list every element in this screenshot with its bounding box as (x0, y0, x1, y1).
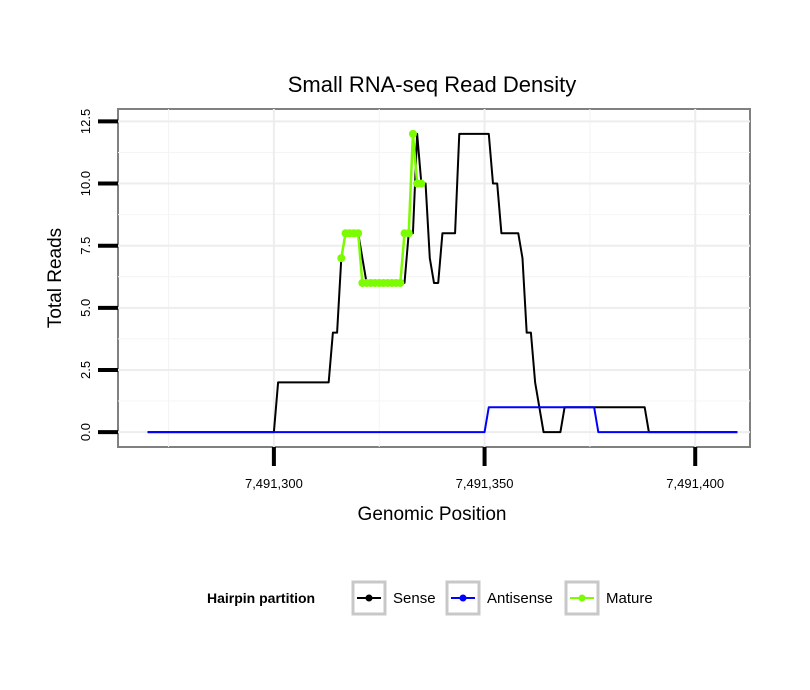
x-axis-title: Genomic Position (358, 504, 507, 525)
x-tick-label: 7,491,400 (666, 476, 724, 491)
mature-segment (356, 233, 364, 284)
mature-segment (411, 133, 419, 184)
y-tick-label: 0.0 (78, 423, 93, 441)
legend-dot-mature (578, 594, 586, 602)
legend: Hairpin partition Sense Antisense Mature (207, 580, 653, 616)
mature-point (404, 229, 413, 238)
y-axis: 0.0 2.5 5.0 7.5 10.0 12.5 (78, 109, 118, 441)
y-tick-label: 10.0 (78, 171, 93, 196)
x-axis: 7,491,300 7,491,350 7,491,400 (245, 447, 724, 491)
mature-point (354, 229, 363, 238)
legend-label-mature: Mature (606, 590, 653, 607)
legend-dot-antisense (459, 594, 467, 602)
chart-title: Small RNA-seq Read Density (288, 72, 577, 97)
series-layer (147, 129, 738, 434)
y-tick-label: 7.5 (78, 237, 93, 255)
legend-label-antisense: Antisense (487, 590, 553, 607)
mature-segment (399, 233, 406, 284)
mature-segment (340, 233, 347, 259)
x-tick-label: 7,491,300 (245, 476, 303, 491)
mature-point (417, 179, 426, 188)
x-tick-label: 7,491,350 (456, 476, 514, 491)
mature-point (396, 278, 405, 287)
y-tick-label: 2.5 (78, 361, 93, 379)
mature-point (337, 254, 346, 263)
antisense-line (147, 406, 738, 434)
legend-dot-sense (365, 594, 373, 602)
plot-area (117, 108, 751, 448)
y-axis-title: Total Reads (45, 228, 66, 328)
legend-entries: Sense Antisense Mature (351, 580, 653, 616)
y-tick-label: 5.0 (78, 299, 93, 317)
y-tick-label: 12.5 (78, 109, 93, 134)
legend-title: Hairpin partition (207, 590, 315, 606)
mature-segment (407, 133, 415, 234)
mature-point (408, 129, 417, 138)
legend-label-sense: Sense (393, 590, 436, 607)
